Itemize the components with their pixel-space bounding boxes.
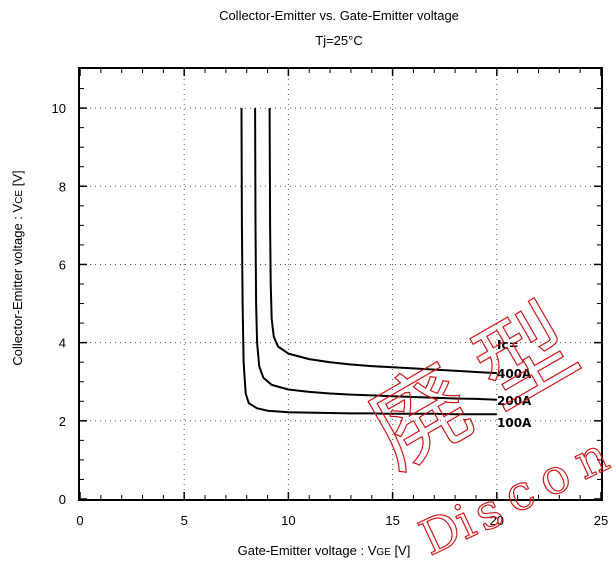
x-axis-label: Gate-Emitter voltage : VGE [V] xyxy=(238,543,411,558)
watermark-char: 型 xyxy=(456,285,595,430)
grid xyxy=(80,69,601,499)
y-tick-label: 0 xyxy=(59,492,66,507)
y-axis-label: Collector-Emitter voltage : VCE [V] xyxy=(10,170,25,365)
curve-100A xyxy=(240,108,497,416)
x-tick-label: 15 xyxy=(385,513,399,528)
x-tick-label: 10 xyxy=(281,513,295,528)
series-header-label: Ic= xyxy=(497,338,519,352)
x-tick-label: 25 xyxy=(594,513,608,528)
curve-200A xyxy=(254,108,497,401)
axis-ticks xyxy=(79,69,602,500)
plot-frame xyxy=(78,67,603,501)
x-tick-label: 0 xyxy=(76,513,83,528)
y-tick-label: 8 xyxy=(59,179,66,194)
y-tick-label: 10 xyxy=(52,101,66,116)
watermark-char: n xyxy=(565,427,616,491)
curves xyxy=(240,108,497,416)
curve-label-400A: 400A xyxy=(497,367,532,381)
curve-label-200A: 200A xyxy=(497,394,532,408)
curve-400A xyxy=(268,108,497,375)
tick-labels: 0 5 10 15 20 25 0 2 4 6 8 10 xyxy=(52,101,609,528)
y-tick-label: 4 xyxy=(59,336,66,351)
x-tick-label: 5 xyxy=(181,513,188,528)
y-tick-label: 6 xyxy=(59,257,66,272)
curve-labels: Ic= 400A 200A 100A xyxy=(497,338,532,430)
x-tick-label: 20 xyxy=(490,513,504,528)
chart-subtitle: Tj=25°C xyxy=(315,33,362,48)
chart-title: Collector-Emitter vs. Gate-Emitter volta… xyxy=(219,8,459,23)
y-tick-label: 2 xyxy=(59,414,66,429)
curve-label-100A: 100A xyxy=(497,416,532,430)
